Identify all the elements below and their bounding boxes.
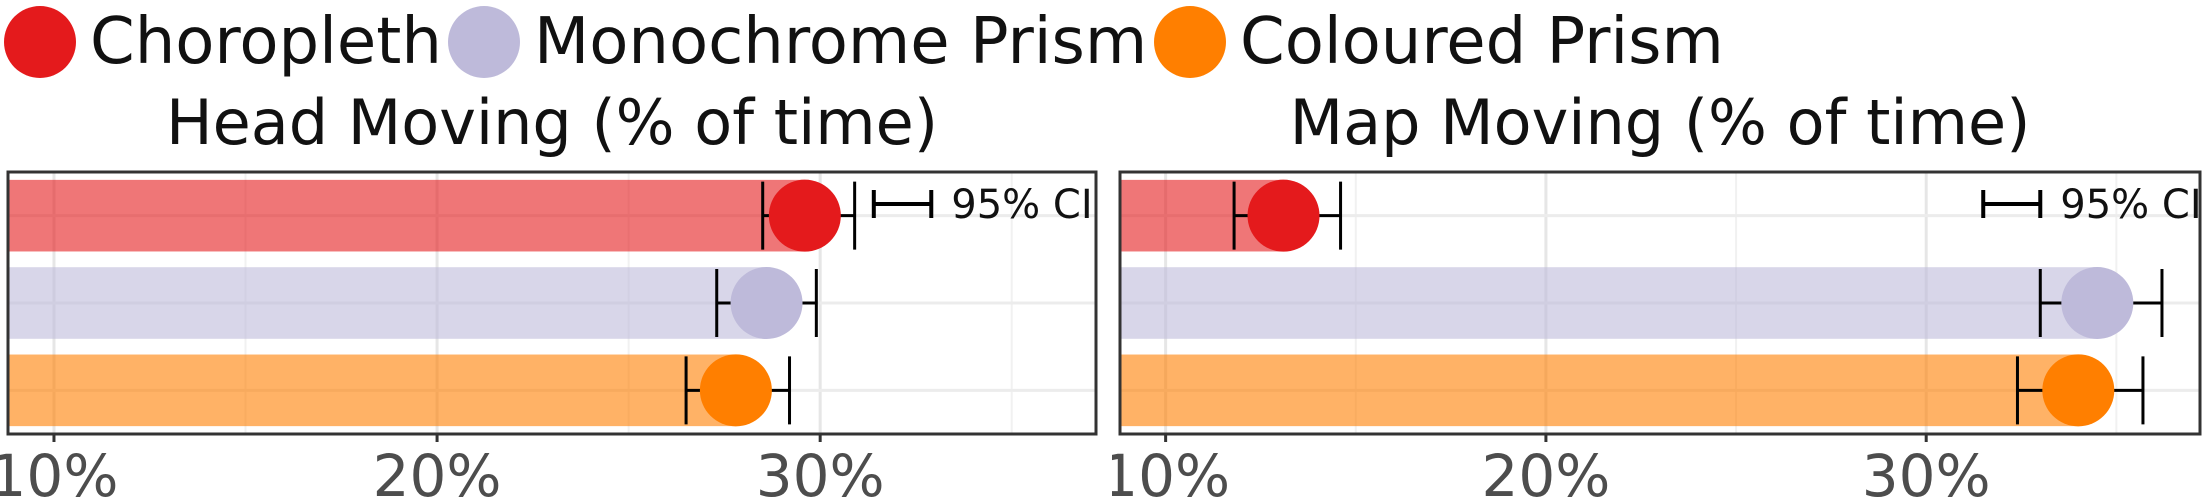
bar-choropleth [8,179,805,252]
bar-coloured-prism [1120,354,2079,427]
legend-swatch-monochrome-prism [448,6,520,78]
ci-key-label: 95% CI [951,182,1092,228]
point-monochrome-prism [2061,267,2134,339]
legend-item-coloured-prism: Coloured Prism [1154,0,1724,84]
bar-coloured-prism [8,354,736,427]
x-tick-label: 10% [1112,442,1230,504]
x-tick-label: 30% [1862,442,1991,504]
x-tick-label: 30% [756,442,885,504]
legend-swatch-choropleth [4,6,76,78]
panel-title: Head Moving (% of time) [166,86,938,159]
point-monochrome-prism [730,267,803,339]
ci-key-label: 95% CI [2060,182,2201,228]
point-coloured-prism [2042,354,2115,427]
chart-panel-map-moving: Map Moving (% of time) 95% CI 10% 20% 30% [1112,86,2202,504]
x-tick-label: 20% [1481,442,1610,504]
legend-label-coloured-prism: Coloured Prism [1240,5,1724,79]
plot-border [1118,170,2202,436]
bar-monochrome-prism [1120,267,2098,339]
point-choropleth [1247,179,1320,252]
legend-swatch-coloured-prism [1154,6,1226,78]
point-coloured-prism [699,354,772,427]
legend-label-monochrome-prism: Monochrome Prism [534,5,1148,79]
x-tick-label: 20% [373,442,502,504]
x-tick-label: 10% [0,442,118,504]
plot-border [6,170,1098,436]
legend-item-choropleth: Choropleth [4,0,442,84]
panel-title: Map Moving (% of time) [1290,86,2031,159]
legend-item-monochrome-prism: Monochrome Prism [448,0,1147,84]
point-choropleth [768,179,841,252]
chart-panel-head-moving: Head Moving (% of time) 95% CI 10% 20% 30% [0,86,1098,504]
legend: Choropleth Monochrome Prism Coloured Pri… [0,0,2208,84]
legend-label-choropleth: Choropleth [90,5,442,79]
bar-monochrome-prism [8,267,767,339]
